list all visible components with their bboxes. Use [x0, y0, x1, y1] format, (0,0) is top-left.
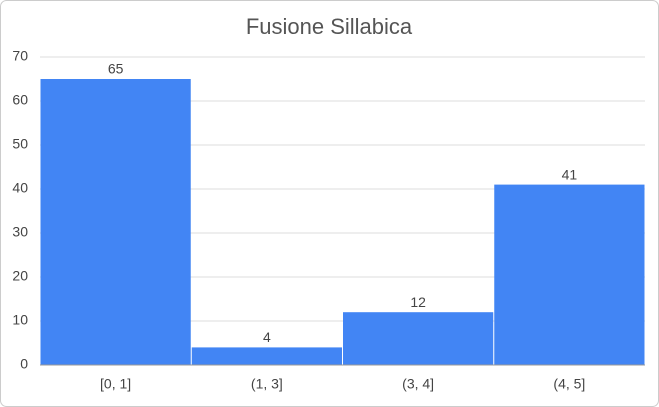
- data-label: 65: [108, 61, 124, 77]
- y-tick-label: 10: [12, 312, 28, 328]
- bar: [191, 347, 342, 365]
- x-tick-label: (3, 4]: [402, 376, 434, 392]
- bar: [494, 184, 645, 365]
- y-tick-label: 70: [12, 48, 28, 64]
- x-tick-label: [0, 1]: [100, 376, 131, 392]
- data-label: 41: [562, 166, 578, 182]
- bar: [343, 312, 494, 365]
- y-tick-label: 60: [12, 92, 28, 108]
- y-tick-label: 30: [12, 224, 28, 240]
- y-tick-label: 50: [12, 136, 28, 152]
- y-tick-label: 40: [12, 180, 28, 196]
- y-tick-label: 20: [12, 268, 28, 284]
- data-label: 12: [410, 294, 426, 310]
- x-tick-label: (4, 5]: [553, 376, 585, 392]
- bar: [40, 79, 191, 365]
- chart-title: Fusione Sillabica: [246, 14, 413, 39]
- data-label: 4: [263, 329, 271, 345]
- x-tick-label: (1, 3]: [251, 376, 283, 392]
- y-tick-label: 0: [20, 356, 28, 372]
